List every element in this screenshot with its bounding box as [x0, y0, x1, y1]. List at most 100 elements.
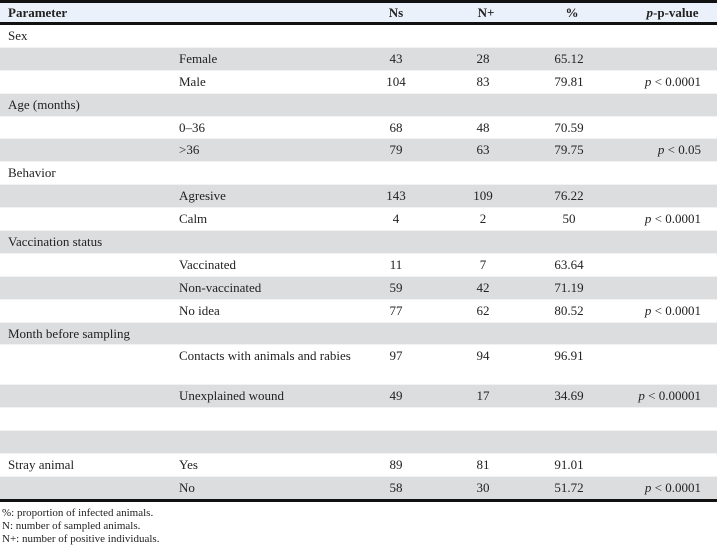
ns-cell: 59	[356, 276, 436, 300]
percent-cell	[536, 161, 608, 186]
table-row: Non-vaccinated 59 42 71.19	[0, 276, 717, 300]
ns-cell	[356, 407, 436, 432]
ns-cell	[356, 93, 436, 117]
ns-cell	[356, 23, 436, 48]
pvalue-cell	[608, 184, 717, 209]
table-row: Stray animal Yes 89 81 91.01	[0, 453, 717, 478]
table-row: Calm 4 2 50 p < 0.0001	[0, 207, 717, 232]
ns-cell: 89	[356, 453, 436, 478]
parameter-cell	[0, 70, 179, 94]
parameter-cell	[0, 344, 179, 386]
ns-cell	[356, 322, 436, 346]
subcategory-cell: 0–36	[179, 116, 356, 140]
npos-cell	[436, 93, 536, 117]
pvalue-cell	[608, 253, 717, 277]
subcategory-cell: >36	[179, 138, 356, 163]
parameter-cell	[0, 47, 179, 71]
percent-cell: 80.52	[536, 299, 608, 323]
pvalue-cell: p < 0.0001	[608, 70, 717, 94]
npos-cell	[436, 407, 536, 432]
npos-cell: 28	[436, 47, 536, 71]
footnote: N: number of sampled animals.	[2, 519, 141, 532]
percent-cell: 96.91	[536, 344, 608, 386]
percent-cell	[536, 23, 608, 48]
percent-cell: 79.75	[536, 138, 608, 163]
pvalue-text: < 0.0001	[654, 73, 701, 89]
pvalue-cell: p < 0.0001	[608, 207, 717, 232]
percent-cell: 70.59	[536, 116, 608, 140]
table-row: Male 104 83 79.81 p < 0.0001	[0, 70, 717, 94]
table-row: Vaccinated 11 7 63.64	[0, 253, 717, 277]
parameter-cell: Month before sampling	[0, 322, 179, 346]
parameter-cell	[0, 184, 179, 209]
ns-cell	[356, 161, 436, 186]
pvalue-text: < 0.0001	[654, 211, 701, 227]
ns-cell: 68	[356, 116, 436, 140]
table-row: >36 79 63 79.75 p < 0.05	[0, 138, 717, 163]
ns-cell: 79	[356, 138, 436, 163]
subcategory-cell: Non-vaccinated	[179, 276, 356, 300]
ns-cell: 11	[356, 253, 436, 277]
parameter-cell	[0, 476, 179, 501]
table-row: No idea 77 62 80.52 p < 0.0001	[0, 299, 717, 323]
percent-cell: 63.64	[536, 253, 608, 277]
subcategory-cell	[179, 93, 356, 117]
pvalue-cell	[608, 230, 717, 254]
header-subcategory	[179, 2, 356, 24]
parameter-cell	[0, 299, 179, 323]
header-parameter: Parameter	[8, 4, 68, 20]
table-row: Contacts with animals and rabies 97 94 96.9…	[0, 344, 717, 386]
subcategory-cell: Female	[179, 47, 356, 71]
parameter-cell: Vaccination status	[0, 230, 179, 254]
subcategory-cell	[179, 23, 356, 48]
pvalue-text: < 0.0001	[654, 480, 701, 496]
parameter-cell	[0, 430, 179, 455]
subcategory-cell: Male	[179, 70, 356, 94]
footnotes: %: proportion of infected animals. N: nu…	[0, 502, 717, 546]
parameter-cell: Behavior	[0, 161, 179, 186]
ns-cell: 77	[356, 299, 436, 323]
pvalue-cell	[608, 430, 717, 455]
table-row: No 58 30 51.72 p < 0.0001	[0, 476, 717, 501]
percent-cell: 34.69	[536, 384, 608, 409]
results-table: Parameter Ns N+ % p-p-value Sex Female 43 2…	[0, 1, 717, 501]
header-npos: N+	[477, 4, 495, 20]
parameter-cell: Age (months)	[0, 93, 179, 117]
subcategory-cell: Calm	[179, 207, 356, 232]
pvalue-cell: p < 0.00001	[608, 384, 717, 409]
subcategory-cell	[179, 161, 356, 186]
pvalue-cell	[608, 453, 717, 478]
table-row: Unexplained wound 49 17 34.69 p < 0.00001	[0, 384, 717, 409]
table-row: Sex	[0, 23, 717, 48]
subcategory-cell: No idea	[179, 299, 356, 323]
pvalue-cell: p < 0.05	[608, 138, 717, 163]
pvalue-cell	[608, 344, 717, 386]
ns-cell: 49	[356, 384, 436, 409]
subcategory-cell	[179, 407, 356, 432]
percent-cell: 71.19	[536, 276, 608, 300]
npos-cell: 62	[436, 299, 536, 323]
pvalue-cell	[608, 322, 717, 346]
npos-cell	[436, 23, 536, 48]
table-row: Female 43 28 65.12	[0, 47, 717, 71]
table-row: Agresive 143 109 76.22	[0, 184, 717, 209]
table-row: Behavior	[0, 161, 717, 186]
footnote: %: proportion of infected animals.	[2, 506, 154, 519]
pvalue-text: < 0.05	[667, 142, 701, 158]
ns-cell: 43	[356, 47, 436, 71]
percent-cell: 91.01	[536, 453, 608, 478]
table-row: Vaccination status	[0, 230, 717, 254]
npos-cell	[436, 430, 536, 455]
parameter-cell: Sex	[0, 23, 179, 48]
pvalue-cell: p < 0.0001	[608, 476, 717, 501]
header-percent: %	[565, 4, 579, 20]
ns-cell: 58	[356, 476, 436, 501]
parameter-cell	[0, 407, 179, 432]
percent-cell: 65.12	[536, 47, 608, 71]
pvalue-cell	[608, 116, 717, 140]
table-row	[0, 430, 717, 455]
table-row: Age (months)	[0, 93, 717, 117]
header-row: Parameter Ns N+ % p-p-value	[0, 1, 717, 24]
pvalue-text: < 0.0001	[654, 302, 701, 318]
percent-cell	[536, 93, 608, 117]
